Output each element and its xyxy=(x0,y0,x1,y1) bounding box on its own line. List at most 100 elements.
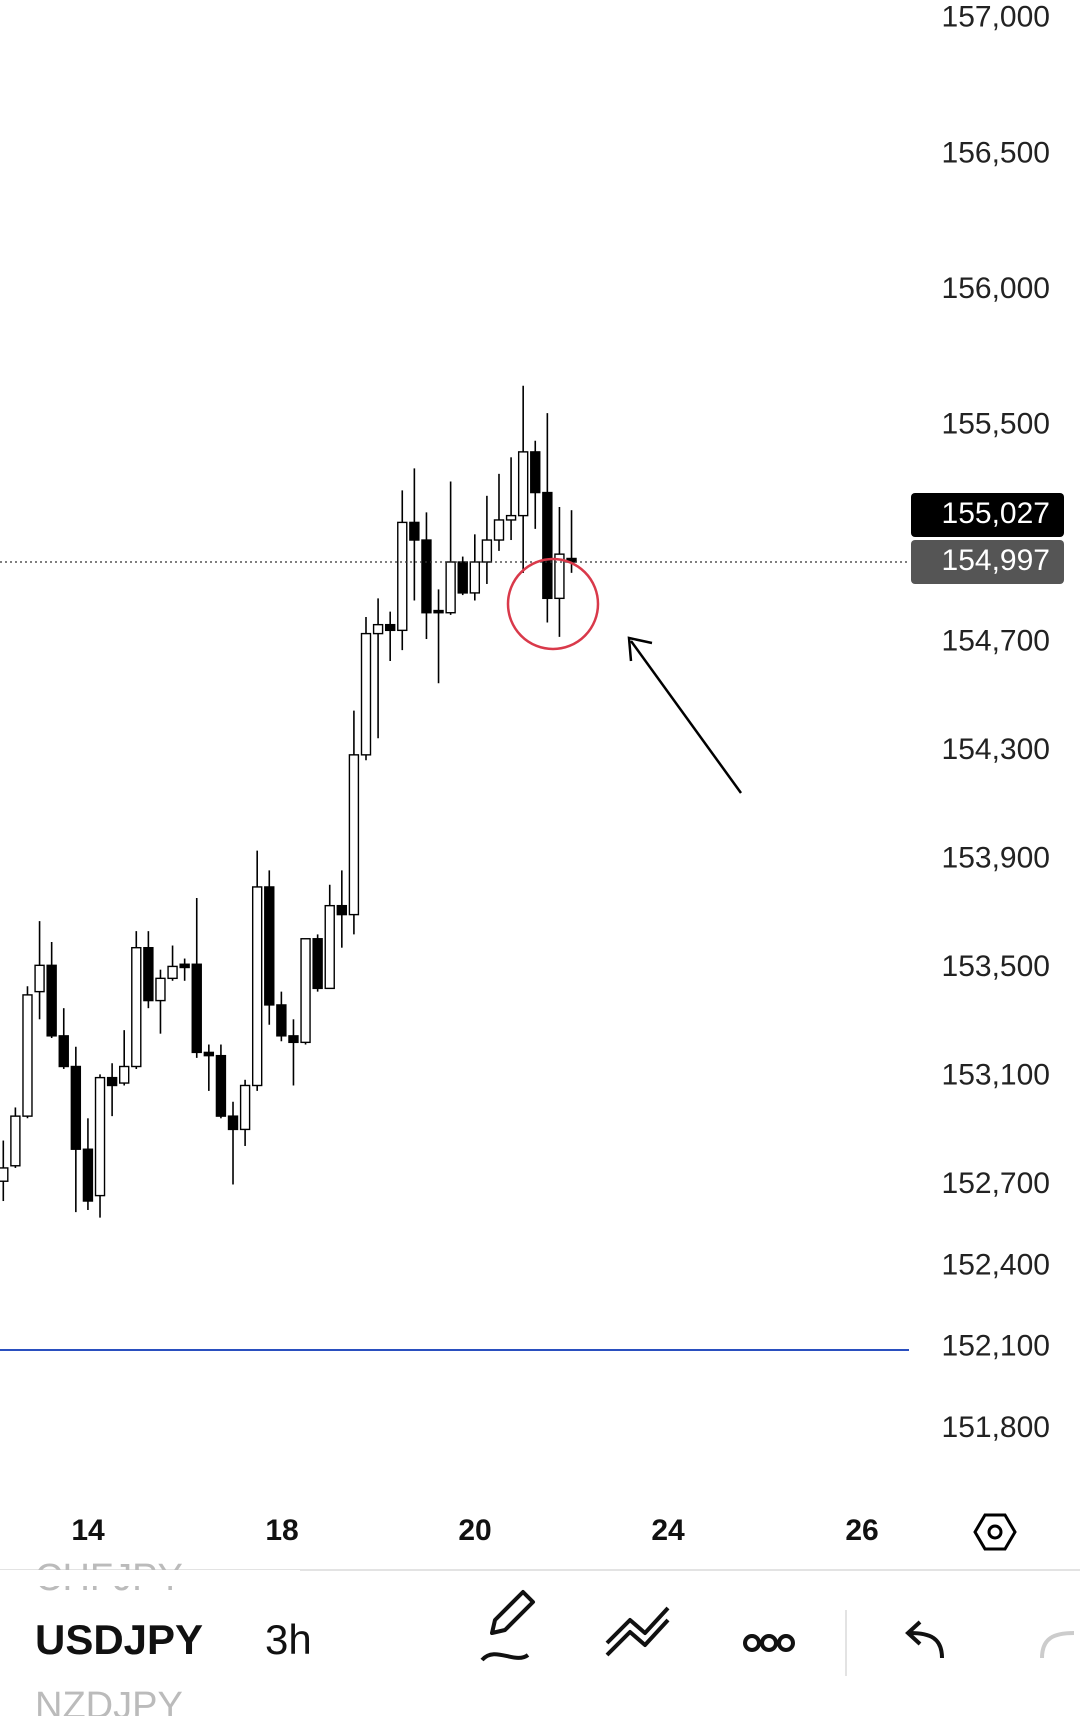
candle-body xyxy=(155,977,166,1002)
candle xyxy=(312,934,323,992)
x-tick-label: 20 xyxy=(458,1514,491,1547)
candle xyxy=(203,1044,215,1091)
mask xyxy=(0,1570,300,1586)
candle xyxy=(94,1074,106,1218)
candle-body xyxy=(517,451,529,517)
y-tick-label: 154,300 xyxy=(942,733,1050,766)
interval[interactable]: 3h xyxy=(265,1616,312,1663)
pen-icon[interactable] xyxy=(480,1590,535,1662)
circle-drawing xyxy=(506,557,600,651)
y-tick-label: 152,400 xyxy=(942,1248,1050,1281)
candle xyxy=(457,556,468,596)
candle xyxy=(118,1030,130,1086)
candle-body xyxy=(94,1076,106,1197)
candle xyxy=(179,958,190,981)
candle-body xyxy=(179,963,190,969)
candle xyxy=(530,440,541,529)
candle xyxy=(46,942,57,1039)
candle-body xyxy=(505,514,517,521)
y-tick-label: 151,800 xyxy=(942,1411,1050,1444)
candle xyxy=(155,969,166,1034)
candle xyxy=(82,1118,94,1210)
candle xyxy=(34,921,45,1020)
settings-icon[interactable] xyxy=(973,1513,1017,1551)
candle xyxy=(131,931,142,1069)
candle-body xyxy=(276,1004,287,1037)
candle-body xyxy=(22,994,33,1117)
candle-body xyxy=(493,519,505,541)
y-tick-label: 156,500 xyxy=(942,136,1050,169)
candle xyxy=(469,534,481,601)
candle-body xyxy=(445,561,456,614)
candle xyxy=(542,413,553,623)
candle xyxy=(288,1019,299,1086)
candle-body xyxy=(203,1051,215,1057)
more-icon[interactable] xyxy=(743,1634,795,1652)
settings-icon-center xyxy=(987,1524,1003,1540)
candle xyxy=(143,931,154,1009)
candle-body xyxy=(239,1084,251,1131)
candle xyxy=(493,473,505,551)
candle xyxy=(276,991,287,1042)
candle xyxy=(517,385,529,573)
candle xyxy=(227,1101,239,1185)
candle-body xyxy=(554,553,565,600)
x-tick-label: 24 xyxy=(651,1514,685,1547)
candle-body xyxy=(530,451,541,494)
candle xyxy=(106,1063,118,1117)
candle xyxy=(348,710,360,935)
candle-body xyxy=(34,964,45,993)
candle xyxy=(22,986,33,1119)
x-tick-label: 18 xyxy=(265,1514,298,1547)
candle-body xyxy=(300,938,311,1044)
candle-body xyxy=(58,1035,69,1068)
candle-body xyxy=(360,632,372,756)
candle xyxy=(421,512,432,640)
y-tick-label: 156,000 xyxy=(942,272,1050,305)
candle-body xyxy=(82,1148,94,1202)
candle-body xyxy=(372,623,384,635)
candle xyxy=(264,870,275,1025)
redo-icon[interactable] xyxy=(1040,1631,1075,1659)
candle-body xyxy=(10,1115,21,1167)
candle-body xyxy=(0,1167,9,1182)
candle xyxy=(10,1107,21,1168)
undo-icon[interactable] xyxy=(905,1620,944,1659)
candle-body xyxy=(457,561,468,594)
candle-body xyxy=(46,964,57,1037)
x-tick-label: 14 xyxy=(71,1514,105,1547)
candle xyxy=(58,1008,69,1069)
candle-body xyxy=(167,965,178,980)
candle-body xyxy=(336,904,348,916)
candle-body xyxy=(191,963,202,1054)
candle-body xyxy=(227,1115,239,1131)
candle xyxy=(409,468,420,601)
y-tick-label: 153,500 xyxy=(942,950,1050,983)
y-tick-label: 152,700 xyxy=(942,1167,1050,1200)
candle xyxy=(251,850,263,1091)
candle xyxy=(384,611,396,662)
candle xyxy=(70,1046,82,1213)
candle xyxy=(167,945,178,981)
candle-body xyxy=(131,946,142,1068)
candle-body xyxy=(542,491,553,600)
price-label: 154,997 xyxy=(942,544,1050,577)
candle-body xyxy=(264,886,275,1006)
candle xyxy=(372,598,384,739)
candle-body xyxy=(469,561,481,594)
candle-body xyxy=(106,1076,118,1087)
candle xyxy=(324,884,335,990)
candle xyxy=(239,1079,251,1146)
candle xyxy=(554,506,565,637)
candle xyxy=(397,490,408,651)
y-tick-label: 157,000 xyxy=(942,1,1050,34)
price-label-box xyxy=(911,492,1064,537)
price-label-box xyxy=(911,539,1064,584)
symbol[interactable]: USDJPY xyxy=(35,1616,203,1663)
arrow-drawing xyxy=(629,640,743,794)
trend-icon[interactable] xyxy=(605,1606,670,1657)
candle xyxy=(433,589,444,684)
candle-body xyxy=(288,1035,299,1044)
